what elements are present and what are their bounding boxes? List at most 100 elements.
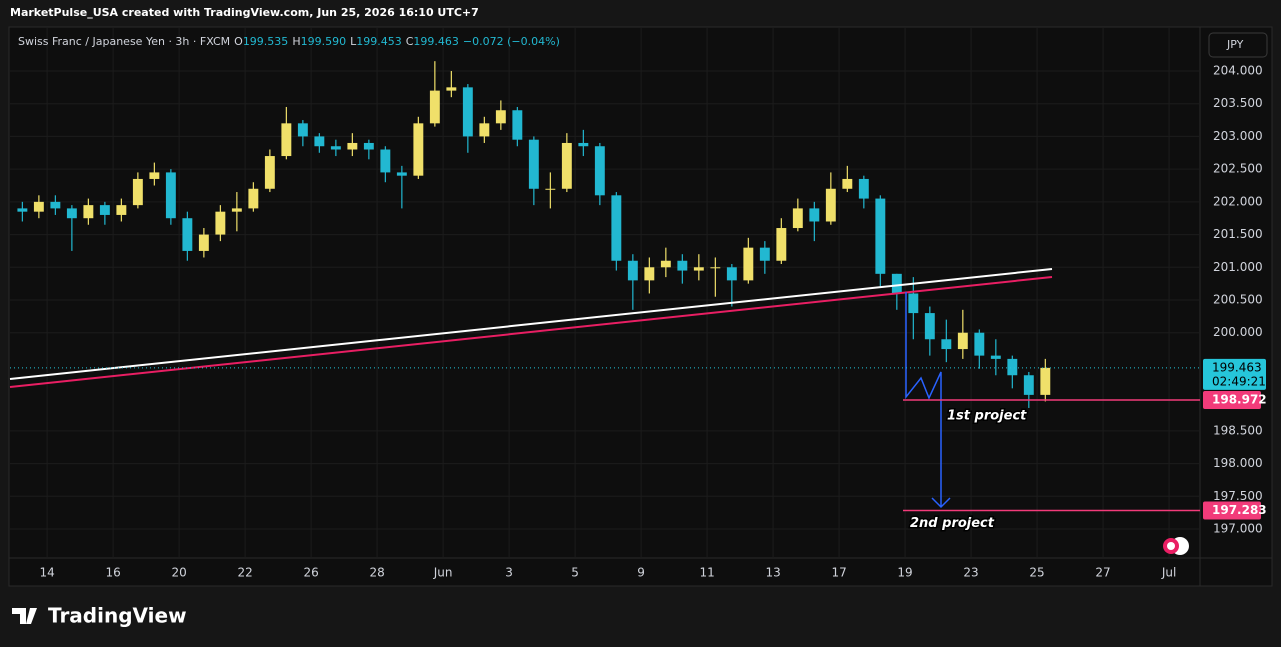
candle-body	[149, 172, 160, 179]
candle-body	[495, 110, 506, 124]
x-tick-label: 19	[897, 566, 912, 580]
x-tick-label: 13	[765, 566, 780, 580]
candle-body	[446, 87, 457, 91]
currency[interactable]: JPY	[1226, 38, 1244, 51]
candle-body	[809, 208, 820, 222]
x-tick-label: 14	[39, 566, 54, 580]
x-tick-label: 17	[831, 566, 846, 580]
candle-body	[66, 208, 77, 219]
candle-body	[908, 293, 919, 314]
annotation: 2nd project	[910, 516, 995, 531]
x-tick-label: 25	[1029, 566, 1044, 580]
alert-dot[interactable]	[1167, 542, 1175, 550]
candle-body	[941, 339, 952, 350]
candle-body	[957, 332, 968, 350]
alert-icon[interactable]	[1163, 537, 1189, 555]
candle-body	[677, 260, 688, 271]
candle-body	[363, 142, 374, 150]
x-tick-label: 16	[105, 566, 120, 580]
x-tick-label: 3	[505, 566, 513, 580]
y-tick-label: 202.000	[1213, 194, 1263, 208]
legend-key: H	[292, 35, 300, 48]
x-tick-label: 27	[1095, 566, 1110, 580]
legend-value: 199.463	[413, 35, 459, 48]
candle-body	[182, 218, 193, 251]
candle-body	[627, 260, 638, 281]
candle-body	[644, 267, 655, 281]
projection-arrow	[905, 292, 951, 509]
tv-logo	[12, 608, 37, 624]
y-tick-label: 201.000	[1213, 260, 1263, 274]
legend-value: 199.535	[243, 35, 289, 48]
candle-body	[132, 178, 143, 206]
candle-body	[165, 172, 176, 219]
x-tick-label: 9	[637, 566, 645, 580]
candle-body	[479, 123, 490, 137]
symbol-legend: Swiss Franc / Japanese Yen · 3h · FXCM O1…	[18, 35, 560, 48]
candle-body	[264, 156, 275, 189]
candle-body	[594, 146, 605, 196]
x-tick-label: 20	[171, 566, 186, 580]
candle-body	[693, 267, 704, 271]
legend-key: O	[234, 35, 243, 48]
x-tick-label: Jun	[433, 566, 453, 580]
candle-body	[1023, 375, 1034, 395]
candle-body	[33, 201, 44, 212]
price-line-label: 197.283	[1212, 503, 1267, 517]
legend-key: L	[350, 35, 357, 48]
y-tick-label: 197.500	[1213, 489, 1263, 503]
y-tick-label: 203.500	[1213, 96, 1263, 110]
brand: TradingView	[48, 604, 187, 628]
currency-button[interactable]	[1208, 32, 1268, 58]
candle-body	[50, 201, 61, 209]
symbol-title: Swiss Franc / Japanese Yen · 3h · FXCM	[18, 35, 230, 48]
candle-body	[198, 234, 209, 251]
chart-panel	[8, 26, 1273, 587]
candle-body	[215, 211, 226, 235]
candle-body	[990, 355, 1001, 359]
candle-body	[396, 172, 407, 176]
candle-body	[314, 136, 325, 147]
candle-body	[297, 123, 308, 137]
x-tick-label: 5	[571, 566, 579, 580]
grid	[10, 28, 1200, 558]
candle-body	[248, 188, 259, 209]
annotation: 1st project	[947, 408, 1027, 423]
candle-body	[776, 228, 787, 261]
x-tick-label: 23	[963, 566, 978, 580]
candle-body	[281, 123, 292, 157]
candle-body	[710, 267, 721, 269]
candle-body	[429, 90, 440, 124]
y-tick-label: 203.000	[1213, 129, 1263, 143]
caption: MarketPulse_USA created with TradingView…	[10, 6, 479, 19]
candle-body	[792, 208, 803, 229]
candle-body	[743, 247, 754, 281]
marks	[17, 61, 1051, 408]
candle-body	[875, 198, 886, 274]
y-tick-label: 198.000	[1213, 456, 1263, 470]
y-tick-label: 201.500	[1213, 227, 1263, 241]
y-tick-label: 197.000	[1213, 522, 1263, 536]
candle-body	[858, 178, 869, 199]
candle-body	[545, 188, 556, 190]
x-tick-label: Jul	[1161, 566, 1176, 580]
legend-value: 199.453	[356, 35, 402, 48]
candle-body	[825, 188, 836, 222]
x-tick-label: 26	[303, 566, 318, 580]
y-tick-label: 204.000	[1213, 63, 1263, 77]
y-tick-label: 200.000	[1213, 325, 1263, 339]
candle-body	[726, 267, 737, 281]
candle-body	[1040, 367, 1051, 395]
x-tick-label: 11	[699, 566, 714, 580]
candle-body	[561, 142, 572, 189]
price-line-label: 198.972	[1212, 392, 1267, 406]
y-tick-label: 198.500	[1213, 423, 1263, 437]
legend-change: −0.072 (−0.04%)	[463, 35, 560, 48]
y-tick-label: 200.500	[1213, 293, 1263, 307]
candle-body	[578, 142, 589, 147]
legend-value: 199.590	[301, 35, 347, 48]
trend-line-lower	[9, 276, 1053, 388]
candle-body	[330, 146, 341, 150]
